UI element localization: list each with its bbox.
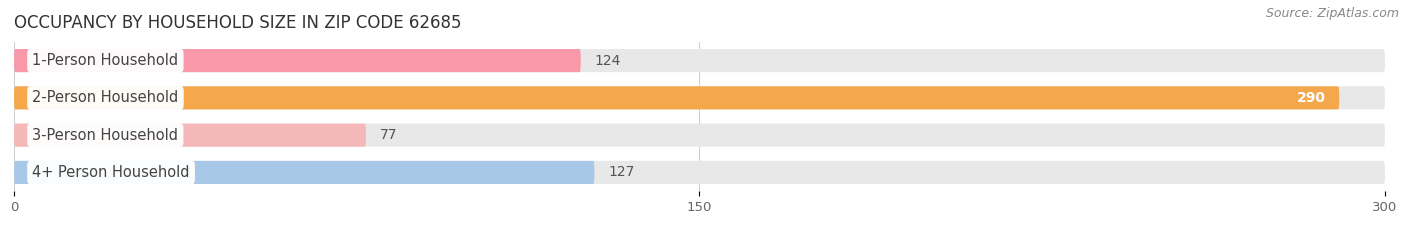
FancyBboxPatch shape — [14, 123, 1385, 147]
Text: 2-Person Household: 2-Person Household — [32, 90, 179, 105]
Text: 127: 127 — [609, 165, 634, 179]
FancyBboxPatch shape — [14, 49, 1385, 72]
Text: 1-Person Household: 1-Person Household — [32, 53, 179, 68]
FancyBboxPatch shape — [14, 86, 1340, 110]
Text: OCCUPANCY BY HOUSEHOLD SIZE IN ZIP CODE 62685: OCCUPANCY BY HOUSEHOLD SIZE IN ZIP CODE … — [14, 14, 461, 32]
Text: 290: 290 — [1296, 91, 1326, 105]
Text: 124: 124 — [595, 54, 621, 68]
Text: Source: ZipAtlas.com: Source: ZipAtlas.com — [1265, 7, 1399, 20]
Text: 77: 77 — [380, 128, 396, 142]
FancyBboxPatch shape — [14, 86, 1385, 110]
FancyBboxPatch shape — [14, 123, 366, 147]
Text: 3-Person Household: 3-Person Household — [32, 128, 179, 143]
FancyBboxPatch shape — [14, 161, 1385, 184]
FancyBboxPatch shape — [14, 49, 581, 72]
Text: 4+ Person Household: 4+ Person Household — [32, 165, 190, 180]
FancyBboxPatch shape — [14, 161, 595, 184]
